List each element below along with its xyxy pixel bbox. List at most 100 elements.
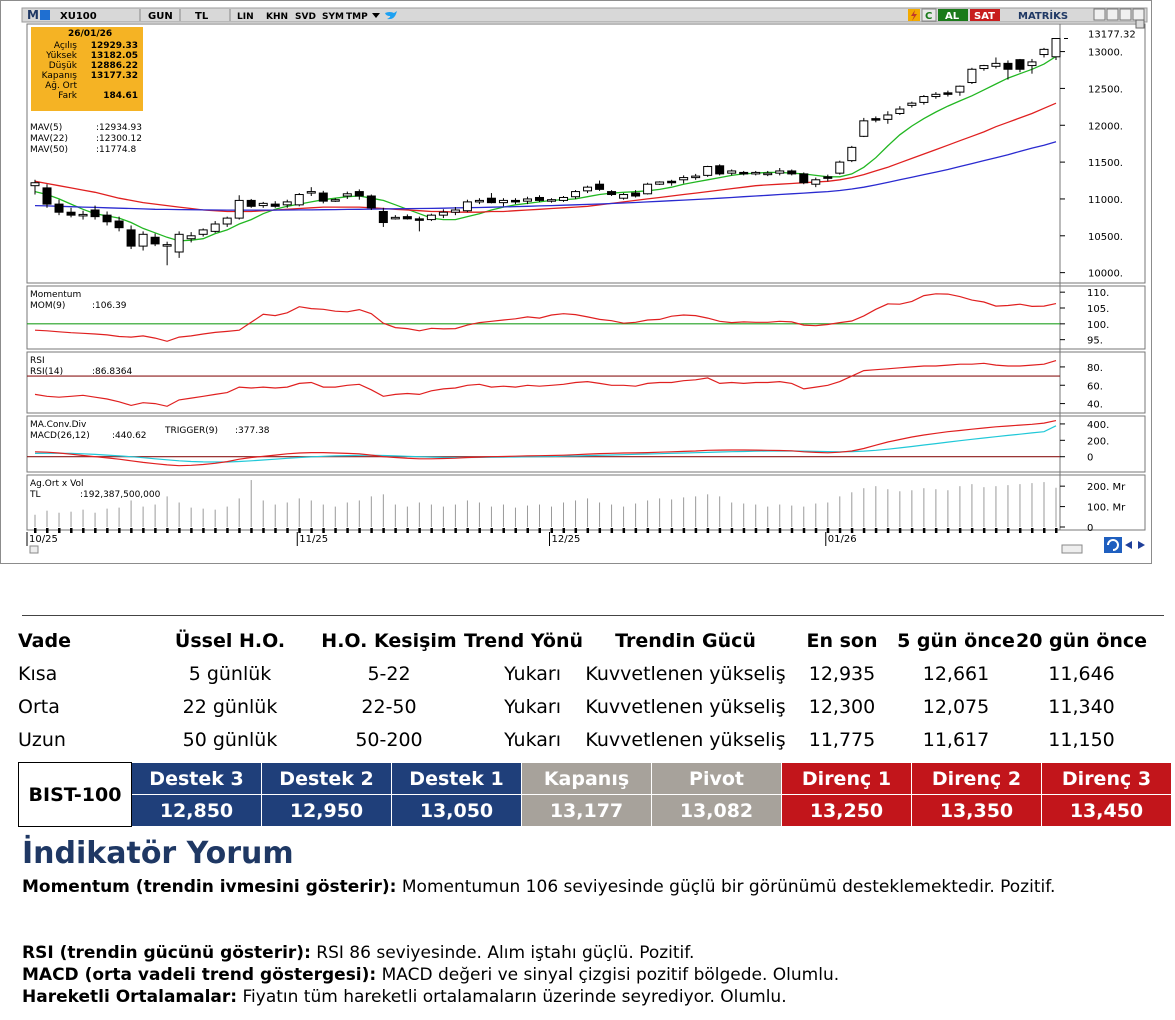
date-tick <box>34 528 37 533</box>
candle-body <box>571 191 581 198</box>
scroll-left-icon[interactable] <box>1125 541 1132 549</box>
candle-body <box>811 179 821 185</box>
candle-body <box>919 96 929 103</box>
scroll-right-icon[interactable] <box>1138 541 1145 549</box>
date-tick <box>898 528 902 533</box>
date-tick <box>622 528 626 533</box>
date-tick <box>202 528 205 533</box>
date-tick <box>70 528 73 533</box>
info-row-label: Fark <box>58 91 78 101</box>
level-header: Direnç 1 <box>781 762 912 795</box>
maximize-icon[interactable] <box>1119 8 1132 21</box>
indicator-tick-label: 95. <box>1087 336 1103 347</box>
indicator-comment-label: RSI (trendin gücünü gösterir): <box>22 943 311 963</box>
date-tick <box>766 528 770 533</box>
legend-value: :12934.93 <box>96 123 142 133</box>
candle-body <box>474 199 484 203</box>
symbol-field[interactable]: XU100 <box>60 11 97 22</box>
indicator-comment-label: Hareketli Ortalamalar: <box>22 987 238 1007</box>
candle-body <box>967 68 977 84</box>
minimize-icon[interactable] <box>1093 8 1106 21</box>
tmp-button[interactable]: TMP <box>346 12 368 22</box>
date-tick <box>850 528 854 533</box>
date-tick <box>958 528 962 533</box>
date-tick <box>334 528 337 533</box>
period-field[interactable]: GUN <box>148 11 173 22</box>
khn-button[interactable]: KHN <box>266 12 288 22</box>
trend-cell: 22 günlük <box>182 695 278 718</box>
chart-window: M XU100 GUN TL LIN KHN SVD SYM TMP C AL … <box>0 0 1152 565</box>
level-header: Kapanış <box>521 762 652 795</box>
date-tick <box>466 528 469 533</box>
price-tick-label: 10500. <box>1088 232 1123 243</box>
indicator-title: İndikatör Yorum <box>22 836 294 871</box>
sym-button[interactable]: SYM <box>322 12 344 22</box>
date-tick <box>502 528 505 533</box>
info-row-label: Ağ. Ort <box>45 81 77 91</box>
al-button[interactable]: AL <box>945 11 960 22</box>
date-tick <box>286 528 289 533</box>
trend-cell: Yukarı <box>504 728 561 751</box>
level-header: Destek 1 <box>391 762 522 795</box>
date-tick <box>730 528 734 533</box>
info-row-label: Kapanış <box>42 71 78 81</box>
candle-body <box>847 146 857 162</box>
momentum-line <box>34 293 1057 342</box>
trigger-value: :377.38 <box>235 426 270 436</box>
horizontal-scrollbar[interactable] <box>1061 544 1083 554</box>
candle-body <box>643 183 653 195</box>
candle-body <box>691 175 701 179</box>
level-value: 13,177 <box>521 794 652 827</box>
restore-icon[interactable] <box>1106 8 1119 21</box>
momentum-panel: 95. 100. 105. 110. <box>27 288 1109 347</box>
date-tick <box>838 528 842 533</box>
date-tick <box>514 528 517 533</box>
date-tick <box>778 528 782 533</box>
date-tick <box>862 528 866 533</box>
date-tick <box>58 528 61 533</box>
indicator-tick-label: 200. <box>1087 436 1109 447</box>
date-tick <box>394 528 397 533</box>
date-tick-label: 12/25 <box>552 534 581 545</box>
pin-icon[interactable] <box>1135 19 1145 29</box>
refresh-icon[interactable] <box>1104 537 1122 553</box>
toolbar: M XU100 GUN TL LIN KHN SVD SYM TMP C AL … <box>21 7 1148 23</box>
date-tick <box>598 528 602 533</box>
candle-body <box>763 172 773 176</box>
c-button[interactable]: C <box>925 11 932 22</box>
twitter-icon[interactable] <box>385 11 397 20</box>
legend-value: :11774.8 <box>96 145 137 155</box>
candle-body <box>42 187 52 205</box>
dropdown-icon[interactable] <box>372 13 380 18</box>
price-tick-label: 11500. <box>1088 158 1123 169</box>
date-tick <box>694 528 698 533</box>
volume-label: TL <box>29 490 41 500</box>
date-tick <box>406 528 409 533</box>
scroll-left-start[interactable] <box>29 545 39 554</box>
date-tick <box>706 528 710 533</box>
level-value: 13,350 <box>911 794 1042 827</box>
date-tick <box>46 528 49 533</box>
candle-body <box>90 209 100 218</box>
candle-body <box>619 194 629 199</box>
ma-line-3 <box>34 141 1057 211</box>
candle-body <box>991 62 1001 67</box>
date-tick <box>322 528 325 533</box>
date-tick <box>154 528 157 533</box>
sat-button[interactable]: SAT <box>974 11 995 22</box>
price-tick-label: 12500. <box>1088 84 1123 95</box>
candle-body <box>270 203 280 207</box>
date-tick <box>946 528 950 533</box>
date-tick <box>382 528 385 533</box>
trend-header: 20 gün önce <box>1016 629 1148 652</box>
svd-button[interactable]: SVD <box>295 12 316 22</box>
trend-header: Üssel H.O. <box>174 629 286 652</box>
info-row-label: Açılış <box>54 41 77 51</box>
currency-field[interactable]: TL <box>195 11 209 22</box>
date-tick-label: 11/25 <box>299 534 328 545</box>
candle-body <box>679 177 689 181</box>
close-icon[interactable] <box>1132 8 1145 21</box>
candle-body <box>198 229 208 235</box>
candle-body <box>522 198 532 202</box>
lin-button[interactable]: LIN <box>237 12 254 22</box>
